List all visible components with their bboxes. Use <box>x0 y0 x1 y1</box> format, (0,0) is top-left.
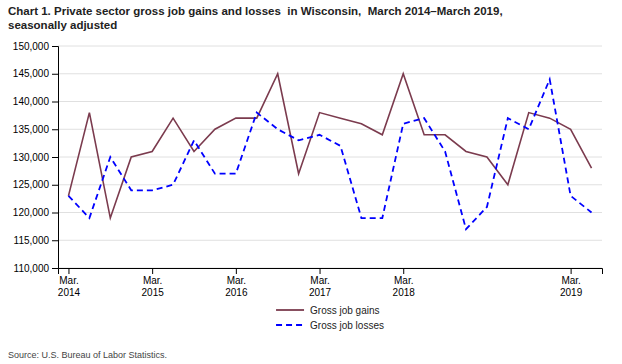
legend-label: Gross job gains <box>310 305 379 316</box>
title: Chart 1. Private sector gross job gains … <box>8 5 503 31</box>
legend: Gross job gains Gross job losses <box>276 305 384 331</box>
legend-swatch <box>276 324 304 326</box>
y-tick-mark <box>52 213 58 214</box>
plot: 110,000 115,000 120,000 125,000 130,000 135,0… <box>13 41 603 298</box>
x-tick-mark <box>152 268 153 274</box>
x-tick: Mar.2018 <box>393 268 416 298</box>
grid-line <box>58 46 602 47</box>
y-tick: 120,000 <box>13 207 58 218</box>
y-tick-mark <box>52 74 58 75</box>
x-tick-label: Mar.2017 <box>309 275 332 298</box>
grid-line <box>58 157 602 158</box>
y-tick-mark <box>52 268 58 269</box>
x-tick-mark <box>68 268 69 274</box>
x-tick: Mar.2015 <box>142 268 165 298</box>
legend-swatch <box>276 309 304 311</box>
source: Source: U.S. Bureau of Labor Statistics. <box>8 350 167 360</box>
x-tick-label: Mar.2018 <box>393 275 416 298</box>
x-axis: Mar.2014 Mar.2015 Mar.2016 Mar.2017 Mar.2018… <box>58 268 603 298</box>
grid-line <box>58 184 602 185</box>
y-tick: 125,000 <box>13 179 58 190</box>
y-tick-label: 115,000 <box>14 235 50 246</box>
legend-label: Gross job losses <box>310 320 384 331</box>
y-tick: 110,000 <box>14 263 58 274</box>
x-tick-label: Mar.2016 <box>225 275 248 298</box>
y-axis-line <box>52 47 59 269</box>
x-tick: Mar.2016 <box>225 268 248 298</box>
y-tick-mark <box>52 240 58 241</box>
y-tick-label: 125,000 <box>13 179 50 190</box>
y-axis: 110,000 115,000 120,000 125,000 130,000 135,0… <box>13 41 59 274</box>
y-tick-mark <box>52 46 58 47</box>
y-tick: 140,000 <box>13 96 58 107</box>
y-tick-mark <box>52 185 58 186</box>
x-tick: Mar.2014 <box>58 268 81 298</box>
x-tick-mark <box>571 268 572 274</box>
grid-line <box>58 73 602 74</box>
y-tick-mark <box>52 129 58 130</box>
y-tick-label: 110,000 <box>14 263 50 274</box>
x-tick-label: Mar.2019 <box>560 275 583 298</box>
x-tick-mark <box>320 268 321 274</box>
grid-line <box>58 129 602 130</box>
grid-line <box>58 101 602 102</box>
y-tick-label: 150,000 <box>13 41 50 52</box>
y-tick-label: 145,000 <box>13 68 50 79</box>
x-tick-mark <box>403 268 404 274</box>
grid-line <box>58 212 602 213</box>
x-tick: Mar.2017 <box>309 268 332 298</box>
x-axis-line <box>59 269 603 275</box>
y-tick: 150,000 <box>13 41 58 52</box>
y-tick: 145,000 <box>13 68 58 79</box>
legend-item: Gross job gains <box>276 305 379 316</box>
x-tick: Mar.2019 <box>560 268 583 298</box>
y-tick-mark <box>52 157 58 158</box>
lines <box>68 74 591 229</box>
y-tick-mark <box>52 102 58 103</box>
y-tick: 135,000 <box>13 124 58 135</box>
grid-line <box>58 240 602 241</box>
y-tick: 130,000 <box>13 152 58 163</box>
y-tick: 115,000 <box>14 235 58 246</box>
y-tick-label: 130,000 <box>13 152 50 163</box>
x-tick-label: Mar.2014 <box>58 275 81 298</box>
x-tick-mark <box>236 268 237 274</box>
y-tick-label: 140,000 <box>13 96 50 107</box>
chart: Chart 1. Private sector gross job gains … <box>0 0 622 364</box>
legend-item: Gross job losses <box>276 320 384 331</box>
x-tick-label: Mar.2015 <box>142 275 165 298</box>
grid <box>58 46 602 268</box>
y-tick-label: 120,000 <box>13 207 50 218</box>
series-line <box>68 79 591 229</box>
series-line <box>68 74 591 218</box>
y-tick-label: 135,000 <box>13 124 50 135</box>
